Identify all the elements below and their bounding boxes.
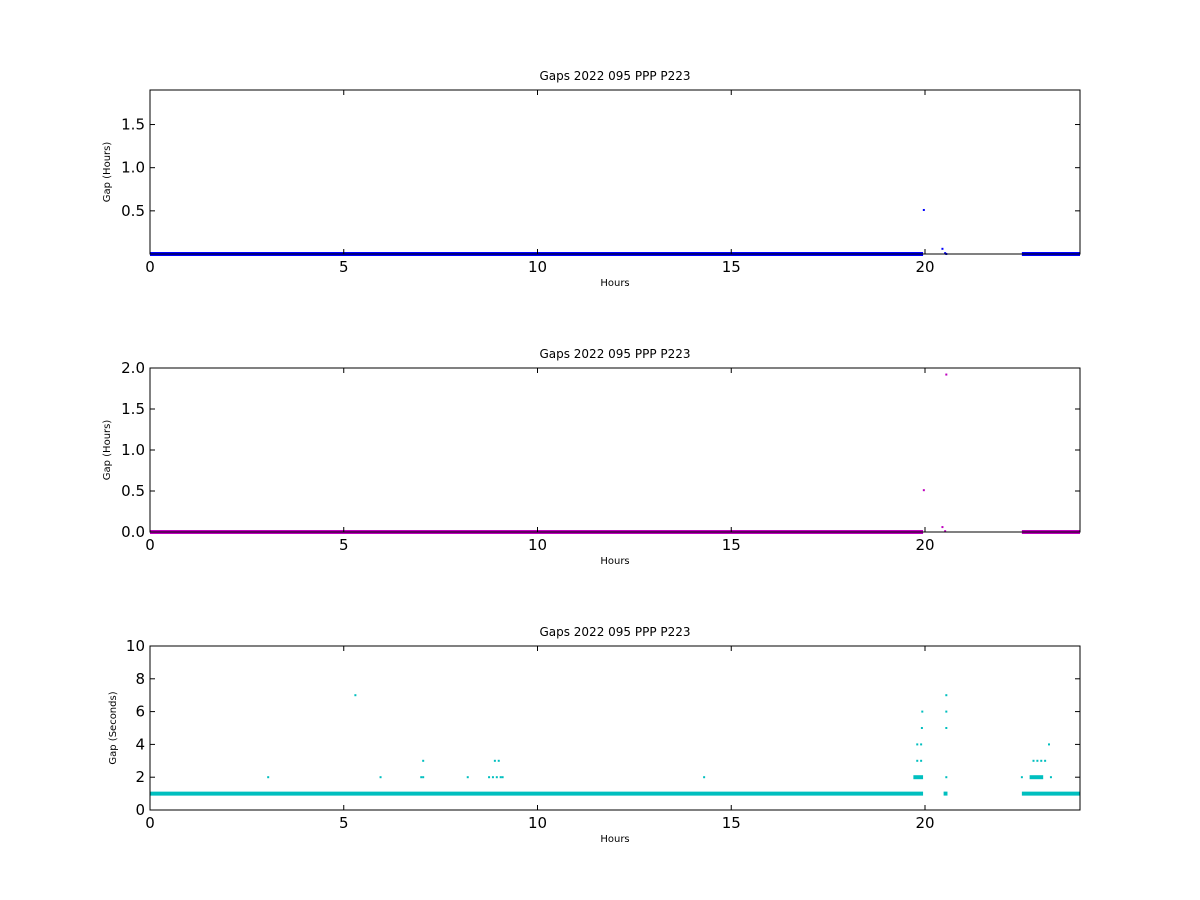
panel-3: Gaps 2022 095 PPP P223 Gap (Seconds) Hou…: [108, 625, 1081, 845]
panel-2-marks: [150, 373, 1080, 534]
panel-3-point-9: [493, 759, 496, 762]
panel-2-ytick-label-2: 1.0: [121, 441, 145, 459]
panel-3-ytick-label-0: 0: [135, 801, 145, 819]
panel-3-title: Gaps 2022 095 PPP P223: [539, 625, 690, 639]
panel-3-point-14: [703, 776, 706, 779]
panel-1-ticks: 0 5 10 15 20 0.5 1.0 1.5: [121, 90, 1080, 276]
panel-3-ytick-label-2: 4: [135, 735, 145, 753]
panel-3-point-15: [916, 759, 919, 762]
panel-2: Gaps 2022 095 PPP P223 Gap (Hours) Hours…: [102, 347, 1081, 567]
panel-3-ytick-label-1: 2: [135, 768, 145, 786]
panel-3-point-31: [1049, 776, 1052, 779]
panel-3-ytick-label-5: 10: [126, 637, 145, 655]
panel-1-xtick-label-4: 20: [915, 258, 934, 276]
panel-3-xlabel: Hours: [600, 834, 629, 845]
panel-2-xlabel: Hours: [600, 556, 629, 567]
panel-3-point-18: [920, 743, 923, 746]
panel-1-point-0: [922, 208, 925, 211]
panel-3-point-5: [422, 759, 425, 762]
panel-3-point-0: [267, 776, 270, 779]
panel-2-point-1: [941, 526, 944, 529]
panel-3-frame: [149, 645, 1081, 811]
panel-3-point-2: [379, 776, 382, 779]
panel-2-xtick-label-1: 5: [339, 536, 349, 554]
panel-3-point-25: [1020, 776, 1023, 779]
panel-1: Gaps 2022 095 PPP P223 Gap (Hours) Hours…: [102, 69, 1081, 289]
panel-3-marks: [150, 694, 1080, 796]
panel-3-point-27: [1036, 759, 1039, 762]
panel-3-point-17: [920, 759, 923, 762]
panel-3-point-3: [420, 776, 423, 779]
panel-3-point-8: [491, 776, 494, 779]
panel-3-point-26: [1032, 759, 1035, 762]
panel-3-point-4: [422, 776, 425, 779]
panel-1-xtick-label-1: 5: [339, 258, 349, 276]
panel-1-ytick-label-0: 0.5: [121, 202, 145, 220]
panel-3-xtick-label-3: 15: [722, 814, 741, 832]
panel-3-point-28: [1040, 759, 1043, 762]
panel-1-point-2: [944, 252, 947, 255]
panel-3-point-1: [354, 694, 357, 697]
panel-2-ytick-label-0: 0.0: [121, 523, 145, 541]
panel-1-marks: [150, 208, 1080, 256]
panel-1-ytick-label-1: 1.0: [121, 159, 145, 177]
panel-1-xtick-label-2: 10: [528, 258, 547, 276]
panel-3-xtick-label-1: 5: [339, 814, 349, 832]
panel-3-xtick-label-0: 0: [145, 814, 155, 832]
panel-2-frame: [149, 367, 1081, 533]
panel-3-point-22: [945, 727, 948, 729]
panel-1-xtick-label-3: 15: [722, 258, 741, 276]
panel-1-xtick-label-0: 0: [145, 258, 155, 276]
panel-3-xtick-label-2: 10: [528, 814, 547, 832]
panel-2-point-3: [945, 373, 948, 376]
panel-2-ytick-label-4: 2.0: [121, 359, 145, 377]
panel-3-xtick-label-4: 20: [915, 814, 934, 832]
panel-3-point-24: [945, 694, 948, 697]
panel-3-point-29: [1044, 759, 1047, 762]
panel-1-ylabel: Gap (Hours): [102, 142, 113, 203]
panel-2-xtick-label-0: 0: [145, 536, 155, 554]
panel-3-point-23: [945, 710, 948, 713]
panel-2-point-2: [944, 530, 947, 533]
panel-2-xtick-label-2: 10: [528, 536, 547, 554]
panel-3-ticks: 0 5 10 15 20 0 2 4 6 8 10: [126, 637, 1080, 832]
panel-3-point-16: [916, 743, 919, 746]
panel-3-point-12: [499, 776, 502, 779]
panel-2-title: Gaps 2022 095 PPP P223: [539, 347, 690, 361]
panel-3-point-10: [495, 776, 498, 779]
panel-3-point-19: [920, 727, 923, 729]
panel-2-point-0: [922, 489, 925, 492]
panel-3-ytick-label-4: 8: [135, 670, 145, 688]
panel-2-ytick-label-1: 0.5: [121, 482, 145, 500]
panel-2-ytick-label-3: 1.5: [121, 400, 145, 418]
panel-3-point-21: [945, 776, 948, 779]
panel-2-xtick-label-3: 15: [722, 536, 741, 554]
panel-2-xtick-label-4: 20: [915, 536, 934, 554]
panel-2-ylabel: Gap (Hours): [102, 420, 113, 481]
panel-3-point-30: [1048, 743, 1050, 746]
panel-2-ticks: 0 5 10 15 20 0.0 0.5 1.0 1.5 2.0: [121, 359, 1080, 554]
panel-3-point-6: [466, 776, 469, 779]
panel-1-ytick-label-2: 1.5: [121, 116, 145, 134]
panel-3-ytick-label-3: 6: [135, 703, 145, 721]
panel-3-point-13: [501, 776, 504, 779]
panel-3-point-11: [497, 759, 500, 762]
panel-1-xlabel: Hours: [600, 278, 629, 289]
panel-1-title: Gaps 2022 095 PPP P223: [539, 69, 690, 83]
panel-1-frame: [149, 89, 1081, 255]
panel-3-point-7: [488, 776, 491, 779]
panel-3-ylabel: Gap (Seconds): [108, 691, 119, 764]
panel-3-point-20: [921, 710, 924, 713]
panel-1-point-1: [941, 247, 944, 250]
